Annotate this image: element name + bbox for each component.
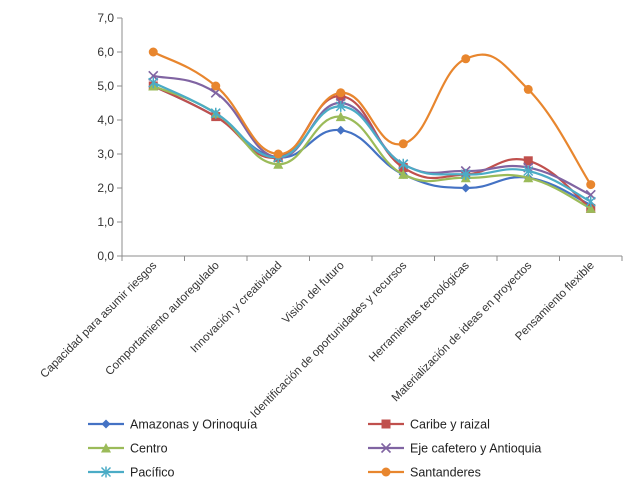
data-point (586, 180, 596, 190)
x-tick-label: Capacidad para asumir riesgos (38, 259, 159, 380)
legend-swatch-marker (381, 467, 391, 477)
legend-label: Amazonas y Orinoquía (130, 418, 257, 432)
x-tick-label: Herramientas tecnológicas (367, 259, 472, 364)
legend-swatch-marker (101, 419, 111, 429)
data-point (336, 125, 346, 135)
data-point (523, 165, 534, 177)
data-point (273, 149, 283, 159)
data-point (523, 84, 533, 94)
data-point (585, 203, 596, 213)
legend-swatch-marker (381, 419, 391, 429)
data-point (398, 139, 408, 149)
data-point (398, 158, 409, 170)
data-point (210, 107, 221, 119)
legend-label: Pacífico (130, 466, 175, 480)
data-point (148, 47, 158, 57)
series-line (152, 50, 592, 186)
series-line (152, 84, 592, 210)
series-line (152, 74, 592, 196)
y-tick-label: 7,0 (97, 11, 114, 25)
data-point (335, 100, 346, 112)
legend-label: Centro (130, 442, 168, 456)
y-tick-label: 1,0 (97, 215, 114, 229)
data-point (461, 183, 471, 193)
legend-label: Santanderes (410, 466, 481, 480)
data-point (523, 172, 534, 183)
data-point (461, 54, 471, 64)
legend-label: Eje cafetero y Antioquia (410, 442, 541, 456)
data-point (336, 88, 346, 98)
x-tick-label: Materialización de ideas en proyectos (390, 259, 535, 404)
legend-swatch-marker (380, 442, 392, 454)
series-line (152, 84, 592, 210)
data-point (398, 169, 409, 179)
data-point (523, 156, 533, 166)
y-tick-label: 4,0 (97, 113, 114, 127)
data-point (585, 196, 596, 208)
x-tick-label: Visión del futuro (280, 260, 347, 327)
data-point (148, 77, 159, 89)
legend-swatch-marker (101, 443, 111, 453)
legend-swatch-marker (100, 466, 112, 478)
y-tick-label: 6,0 (97, 45, 114, 59)
y-tick-label: 3,0 (97, 147, 114, 161)
series-line (152, 81, 592, 203)
x-tick-label: Comportamiento autoregulado (104, 260, 222, 378)
y-tick-label: 5,0 (97, 79, 114, 93)
data-point (460, 168, 471, 180)
data-point (335, 111, 346, 122)
legend-label: Caribe y raizal (410, 418, 490, 432)
data-point (273, 159, 284, 169)
y-tick-label: 0,0 (97, 249, 114, 263)
series-line (152, 84, 592, 207)
y-tick-label: 2,0 (97, 181, 114, 195)
data-point (211, 81, 221, 91)
